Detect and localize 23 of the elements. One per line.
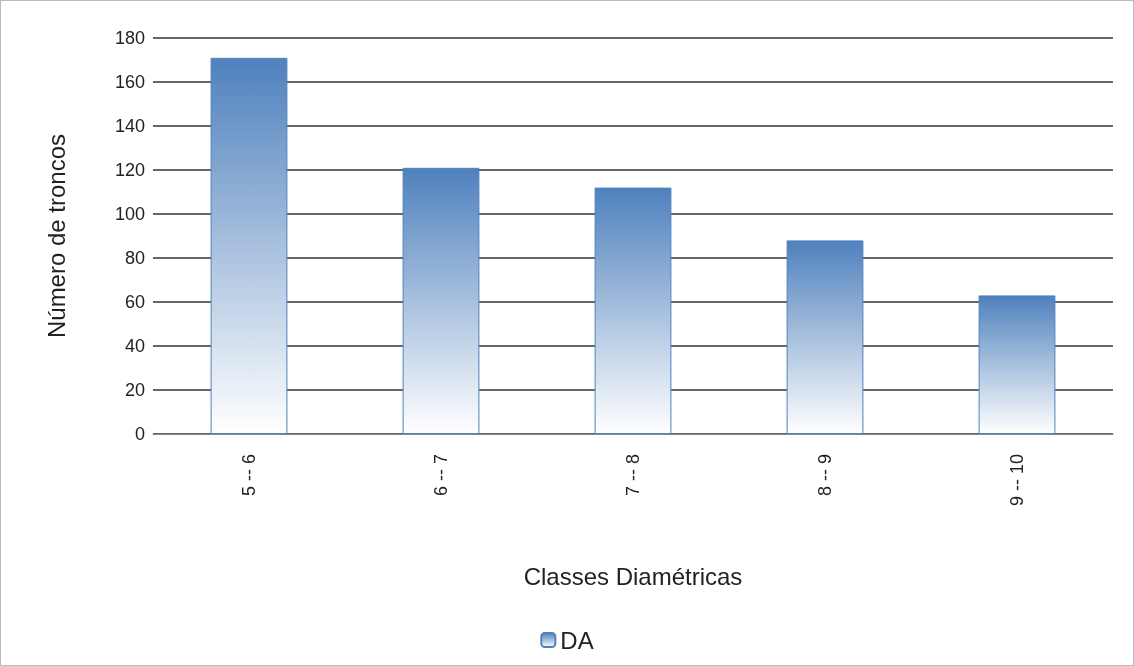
y-tick-label: 160 bbox=[114, 72, 145, 92]
x-tick-label: 8 -- 9 bbox=[815, 454, 835, 497]
y-tick-label: 140 bbox=[114, 116, 145, 136]
y-tick-label: 60 bbox=[124, 292, 145, 312]
x-tick-label: 7 -- 8 bbox=[623, 454, 643, 497]
x-tick-label: 5 -- 6 bbox=[239, 454, 259, 497]
y-tick-label: 80 bbox=[124, 248, 145, 268]
y-tick-label: 40 bbox=[124, 336, 145, 356]
bar bbox=[210, 57, 288, 434]
bar bbox=[594, 187, 672, 434]
y-tick-label: 0 bbox=[134, 424, 145, 444]
y-tick-label: 180 bbox=[114, 28, 145, 48]
y-tick-label: 100 bbox=[114, 204, 145, 224]
y-axis-title: Número de troncos bbox=[42, 133, 70, 339]
y-tick-label: 120 bbox=[114, 160, 145, 180]
bar bbox=[978, 295, 1056, 434]
y-tick-label: 20 bbox=[124, 380, 145, 400]
x-axis-title: Classes Diamétricas bbox=[523, 562, 743, 590]
bar bbox=[786, 240, 864, 434]
x-tick-label: 9 -- 10 bbox=[1007, 454, 1027, 507]
bar bbox=[402, 167, 480, 434]
x-tick-label: 6 -- 7 bbox=[431, 454, 451, 497]
legend-label: DA bbox=[560, 626, 594, 654]
